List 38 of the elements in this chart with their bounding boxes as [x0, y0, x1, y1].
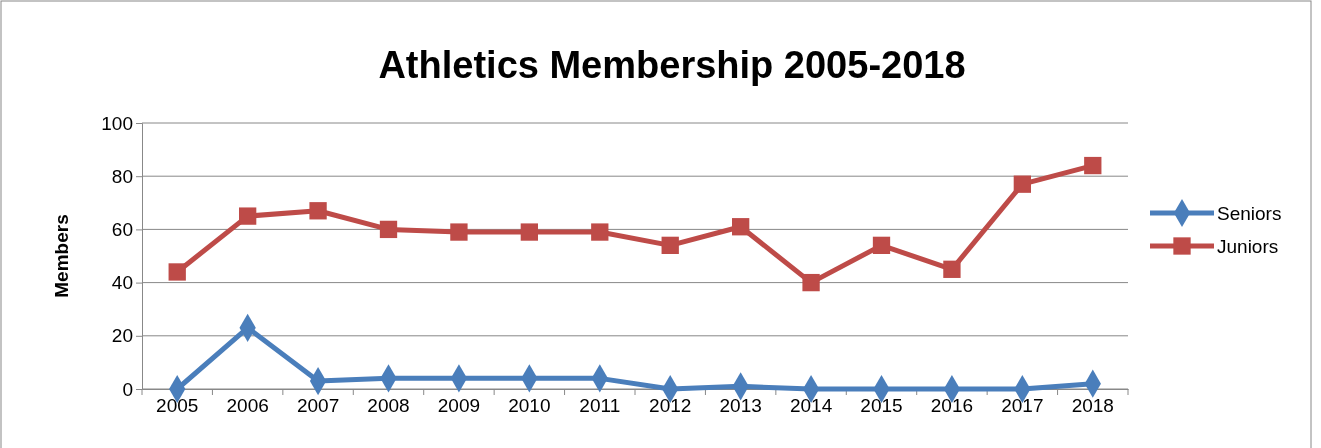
point [450, 223, 468, 241]
x-tick-label: 2015 [860, 395, 903, 417]
x-tick-label: 2018 [1071, 395, 1114, 417]
y-axis-title: Members [51, 214, 72, 298]
legend-label: Juniors [1217, 236, 1279, 257]
point [309, 202, 327, 220]
point [379, 220, 398, 239]
point [802, 273, 820, 292]
point [591, 223, 609, 241]
x-tick-label: 2008 [367, 395, 410, 417]
x-tick-label: 2014 [789, 395, 833, 417]
x-tick-label: 2017 [1001, 395, 1044, 417]
point [168, 263, 186, 281]
y-tick-label: 40 [111, 272, 133, 294]
y-tick-label: 20 [111, 325, 133, 347]
x-tick-label: 2009 [437, 395, 481, 417]
x-tick-label: 2006 [226, 395, 269, 417]
x-tick-label: 2012 [649, 395, 692, 417]
point [1013, 175, 1032, 193]
x-tick-label: 2013 [719, 395, 762, 417]
point [661, 236, 679, 255]
y-tick-label: 60 [111, 218, 133, 240]
x-tick-label: 2016 [930, 395, 974, 417]
point [731, 218, 750, 236]
y-tick-label: 100 [101, 112, 133, 134]
y-tick-label: 0 [122, 378, 133, 400]
point [943, 260, 961, 278]
x-tick-label: 2007 [296, 395, 340, 417]
legend-label: Seniors [1217, 203, 1282, 224]
x-tick-label: 2010 [508, 395, 551, 417]
point [1084, 156, 1102, 175]
point [872, 236, 891, 255]
point [520, 223, 539, 241]
point [238, 207, 257, 225]
chart-title: Athletics Membership 2005-2018 [378, 44, 966, 86]
x-tick-label: 2005 [156, 395, 199, 417]
x-tick-label: 2011 [579, 395, 621, 417]
y-tick-label: 80 [111, 165, 133, 187]
